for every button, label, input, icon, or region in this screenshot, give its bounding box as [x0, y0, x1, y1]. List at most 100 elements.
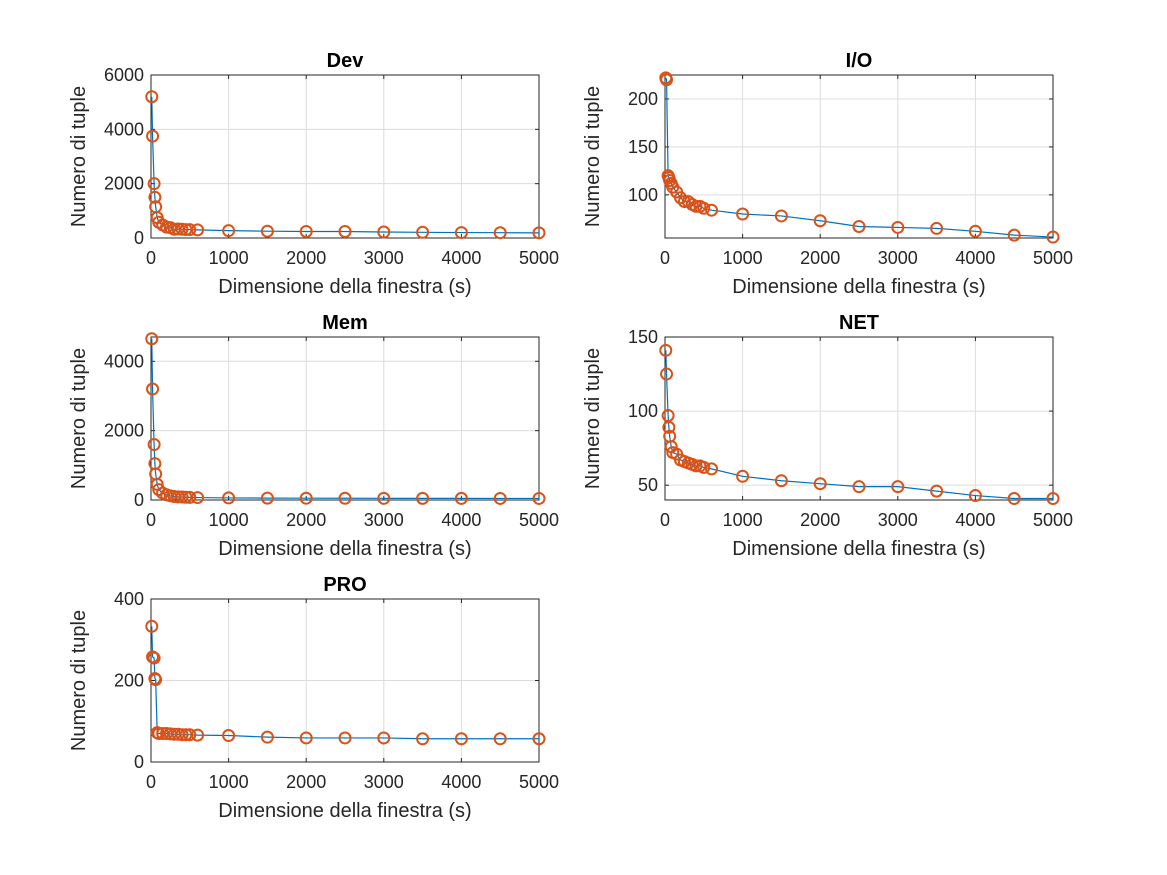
series-line — [151, 338, 539, 500]
x-tick-label: 3000 — [364, 248, 404, 268]
x-tick-label: 4000 — [955, 510, 995, 530]
x-tick-label: 5000 — [519, 772, 559, 792]
x-tick-label: 4000 — [441, 510, 481, 530]
data-point — [222, 729, 236, 743]
y-tick-label: 0 — [134, 490, 144, 510]
x-tick-label: 1000 — [209, 772, 249, 792]
subplot-title: Dev — [327, 50, 365, 72]
y-axis-label: Numero di tuple — [68, 348, 90, 489]
y-tick-label: 200 — [628, 89, 658, 109]
y-tick-label: 150 — [628, 327, 658, 347]
series-line — [665, 77, 1054, 238]
data-point — [454, 226, 468, 240]
y-tick-label: 0 — [134, 228, 144, 248]
series-line — [151, 626, 539, 740]
data-point — [146, 129, 160, 143]
data-point — [299, 491, 313, 505]
data-point — [813, 477, 827, 491]
data-point — [149, 673, 163, 687]
data-point — [705, 462, 719, 476]
data-point — [191, 728, 205, 742]
data-point — [968, 489, 982, 503]
y-axis-label: Numero di tuple — [582, 86, 604, 227]
data-point — [736, 207, 750, 221]
data-point — [260, 224, 274, 238]
data-point — [736, 469, 750, 483]
axes-frame — [150, 336, 540, 501]
data-point — [774, 474, 788, 488]
series-line — [151, 96, 540, 234]
data-point — [416, 732, 430, 746]
data-point — [968, 224, 982, 238]
data-point — [183, 728, 197, 742]
data-point — [145, 90, 159, 104]
data-point — [416, 225, 430, 239]
data-point — [416, 491, 430, 505]
subplot-dev: 0 1000 2000 3000 4000 5000 0 2000 4000 6000 Dev Dim… — [68, 50, 559, 298]
data-point — [222, 491, 236, 505]
subplot-title: Mem — [322, 312, 368, 334]
x-tick-label: 2000 — [286, 248, 326, 268]
x-tick-label: 5000 — [519, 510, 559, 530]
x-tick-label: 4000 — [441, 772, 481, 792]
subplot-net: 0 1000 2000 3000 4000 5000 50 100 150 NET Dimensio… — [582, 312, 1073, 560]
data-point — [891, 220, 905, 234]
data-point — [299, 731, 313, 745]
x-tick-label: 1000 — [723, 510, 763, 530]
x-tick-label: 2000 — [800, 510, 840, 530]
data-point — [146, 382, 160, 396]
data-point — [183, 223, 197, 237]
y-tick-label: 200 — [114, 671, 144, 691]
data-point — [260, 730, 274, 744]
x-axis-label: Dimensione della finestra (s) — [218, 800, 471, 822]
data-point — [147, 651, 161, 665]
data-point — [148, 190, 162, 204]
data-point — [145, 332, 159, 346]
x-axis-label: Dimensione della finestra (s) — [218, 538, 471, 560]
axes-frame — [150, 74, 540, 239]
y-tick-label: 4000 — [104, 351, 144, 371]
data-point — [175, 728, 189, 742]
data-point — [191, 491, 205, 505]
x-tick-label: 0 — [146, 772, 156, 792]
subplot-i-o: 0 1000 2000 3000 4000 5000 100 150 200 I/O Dimensi… — [582, 50, 1073, 298]
data-point — [659, 343, 673, 357]
y-tick-label: 150 — [628, 137, 658, 157]
data-point — [222, 224, 236, 238]
axes-frame — [664, 74, 1054, 239]
x-tick-label: 1000 — [209, 510, 249, 530]
x-tick-label: 5000 — [1033, 510, 1073, 530]
x-tick-label: 0 — [146, 248, 156, 268]
data-point — [689, 199, 703, 213]
x-tick-label: 2000 — [286, 772, 326, 792]
data-point — [697, 201, 711, 215]
data-point — [930, 221, 944, 235]
y-tick-label: 4000 — [104, 119, 144, 139]
x-tick-label: 1000 — [723, 248, 763, 268]
data-point — [454, 732, 468, 746]
data-point — [145, 619, 159, 633]
data-point — [147, 177, 161, 191]
y-tick-label: 400 — [114, 589, 144, 609]
data-point — [493, 491, 507, 505]
data-point — [705, 203, 719, 217]
data-point — [674, 191, 688, 205]
y-tick-label: 2000 — [104, 421, 144, 441]
data-point — [493, 732, 507, 746]
data-point — [493, 226, 507, 240]
data-point — [175, 490, 189, 504]
x-axis-label: Dimensione della finestra (s) — [218, 276, 471, 298]
data-point — [532, 226, 546, 240]
subplot-pro: 0 1000 2000 3000 4000 5000 0 200 400 PRO Dimension… — [68, 574, 559, 822]
y-tick-label: 50 — [638, 475, 658, 495]
data-point — [930, 484, 944, 498]
data-point — [377, 491, 391, 505]
data-point — [1007, 228, 1021, 242]
data-point — [774, 209, 788, 223]
data-point — [697, 460, 711, 474]
data-point — [689, 459, 703, 473]
x-tick-label: 3000 — [878, 510, 918, 530]
x-axis-label: Dimensione della finestra (s) — [732, 538, 985, 560]
data-point — [532, 491, 546, 505]
